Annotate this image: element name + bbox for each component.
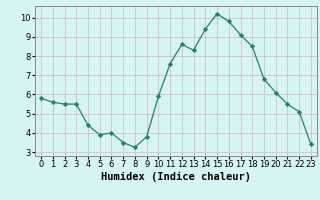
X-axis label: Humidex (Indice chaleur): Humidex (Indice chaleur): [101, 172, 251, 182]
